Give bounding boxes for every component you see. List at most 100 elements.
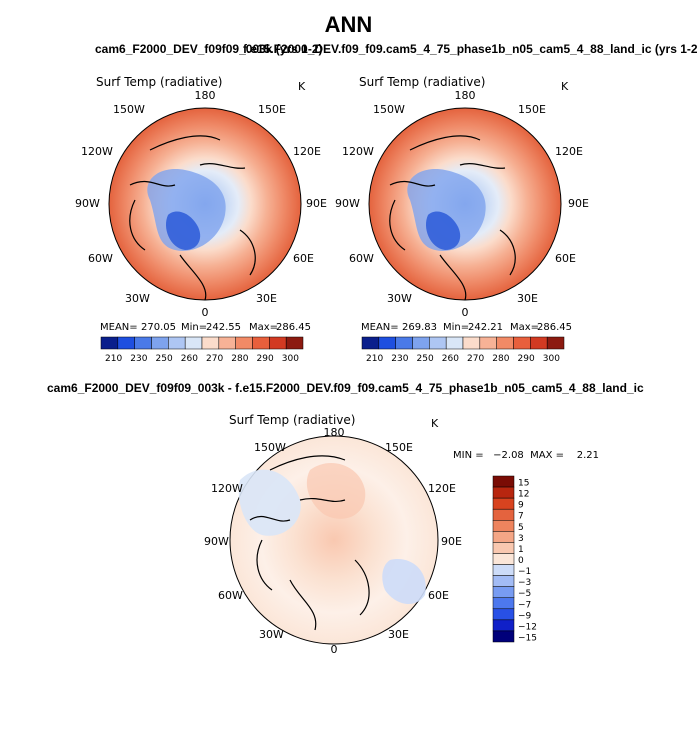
right-colorbar-swatch (378, 336, 396, 350)
left-lon-label-60e: 60E (293, 252, 314, 265)
right-mean-value: 269.83 (402, 322, 437, 333)
season-title: ANN (324, 12, 373, 37)
right-variable-label: Surf Temp (radiative) (359, 75, 485, 89)
diff-colorbar-tick-label: −5 (518, 589, 531, 599)
left-colorbar-swatch (201, 336, 220, 350)
diff-cold-region-siberia (382, 559, 426, 605)
left-units-label: K (298, 80, 306, 93)
right-map-panel: Surf Temp (radiative) K 180 150E 120E 90… (335, 75, 589, 364)
left-colorbar-swatch (285, 336, 304, 350)
left-colorbar-tick-label: 260 (181, 354, 198, 364)
left-colorbar-swatch (151, 336, 169, 350)
right-colorbar-swatch (546, 336, 565, 350)
left-lon-label-90w: 90W (75, 197, 100, 210)
diff-colorbar-swatch (492, 630, 515, 643)
right-min-label: Min= (443, 322, 469, 333)
right-max-value: 286.45 (537, 322, 572, 333)
left-map-panel: Surf Temp (radiative) K 180 150E 120E 90… (75, 75, 327, 364)
left-greenland-core (165, 211, 201, 250)
diff-colorbar-swatch (492, 475, 515, 488)
diff-lon-label-120e: 120E (428, 482, 456, 495)
diff-colorbar-tick-label: 0 (518, 556, 524, 566)
diff-lon-label-60e: 60E (428, 589, 449, 602)
diff-lon-label-30w: 30W (259, 628, 284, 641)
right-colorbar-tick-label: 210 (366, 354, 383, 364)
right-lon-label-90w: 90W (335, 197, 360, 210)
right-lon-label-60w: 60W (349, 252, 374, 265)
left-colorbar-tick-label: 290 (257, 354, 274, 364)
diff-colorbar-swatch (492, 531, 515, 543)
right-colorbar-tick-label: 290 (518, 354, 535, 364)
diff-longitude-labels: 180 150E 120E 90E 60E 30E 0 30W 60W 90W … (204, 426, 462, 656)
diff-colorbar-tick-label: 3 (518, 534, 524, 544)
right-units-label: K (561, 80, 569, 93)
right-greenland-core (425, 211, 461, 250)
left-lon-label-120w: 120W (81, 145, 113, 158)
diff-variable-label: Surf Temp (radiative) (229, 413, 355, 427)
left-colorbar-swatch (100, 336, 119, 350)
diff-colorbar-swatch (492, 497, 515, 510)
left-stats: MEAN= 270.05 Min= 242.55 Max= 286.45 (100, 322, 311, 333)
right-colorbar-tick-label: 280 (492, 354, 509, 364)
left-colorbar: 210 230 250 260 270 280 290 300 (100, 336, 304, 364)
right-min-value: 242.21 (468, 322, 503, 333)
right-colorbar-tick-label: 260 (442, 354, 459, 364)
left-lon-label-150w: 150W (113, 103, 145, 116)
left-lon-label-0: 0 (202, 306, 209, 319)
left-max-value: 286.45 (276, 322, 311, 333)
right-lon-label-30e: 30E (517, 292, 538, 305)
diff-colorbar-tick-label: −9 (518, 611, 532, 621)
diff-colorbar-tick-label: −7 (518, 600, 531, 610)
right-case-title: f.e15.F2000_DEV.f09_f09.cam5_4_75_phase1… (243, 42, 697, 56)
left-mean-label: MEAN= (100, 322, 138, 333)
left-colorbar-tick-label: 300 (282, 354, 299, 364)
left-lon-label-30e: 30E (256, 292, 277, 305)
right-colorbar-tick-label: 230 (391, 354, 408, 364)
diff-lon-label-90w: 90W (204, 535, 229, 548)
diff-colorbar-tick-label: 9 (518, 501, 524, 511)
left-colorbar-swatch (269, 336, 287, 350)
left-colorbar-tick-label: 250 (156, 354, 173, 364)
diff-lon-label-120w: 120W (211, 482, 243, 495)
left-lon-label-150e: 150E (258, 103, 286, 116)
diff-colorbar-swatch (492, 520, 515, 532)
left-longitude-labels: 180 150E 120E 90E 60E 30E 0 30W 60W 90W … (75, 89, 327, 319)
right-lon-label-120e: 120E (555, 145, 583, 158)
diff-colorbar-tick-label: −15 (518, 633, 537, 643)
right-colorbar-swatch (361, 336, 380, 350)
right-lon-label-30w: 30W (387, 292, 412, 305)
right-lon-label-150w: 150W (373, 103, 405, 116)
right-lon-label-0: 0 (462, 306, 469, 319)
right-colorbar-tick-label: 250 (417, 354, 434, 364)
difference-title: cam6_F2000_DEV_f09f09_003k - f.e15.F2000… (47, 381, 644, 395)
diff-colorbar-tick-label: 5 (518, 523, 524, 533)
left-colorbar-swatch (235, 336, 253, 350)
left-colorbar-swatch (134, 336, 152, 350)
diff-lon-label-150e: 150E (385, 441, 413, 454)
left-lon-label-120e: 120E (293, 145, 321, 158)
diff-colorbar-swatch (492, 586, 515, 598)
left-case-title: cam6_F2000_DEV_f09f09_003k (yrs 1-2) (95, 42, 323, 56)
left-colorbar-swatch (117, 336, 135, 350)
left-lon-label-60w: 60W (88, 252, 113, 265)
diff-lon-label-0: 0 (331, 643, 338, 656)
right-colorbar-swatch (429, 336, 447, 350)
diff-colorbar-tick-label: 7 (518, 512, 524, 522)
diff-colorbar-swatch (492, 553, 515, 565)
diff-colorbar-swatch (492, 619, 515, 632)
diff-colorbar-tick-label: 1 (518, 545, 524, 555)
right-lon-label-150e: 150E (518, 103, 546, 116)
left-colorbar-swatch (252, 336, 270, 350)
right-colorbar: 210 230 250 260 270 280 290 300 (361, 336, 565, 364)
right-colorbar-swatch (412, 336, 430, 350)
diff-lon-label-90e: 90E (441, 535, 462, 548)
diff-warm-region-arctic (306, 462, 366, 519)
diff-cold-region-canada (238, 469, 301, 536)
diff-colorbar-tick-label: −12 (518, 622, 537, 632)
left-min-value: 242.55 (206, 322, 241, 333)
left-colorbar-swatch (218, 336, 236, 350)
left-colorbar-tick-label: 270 (206, 354, 223, 364)
left-colorbar-tick-label: 230 (130, 354, 147, 364)
right-colorbar-tick-label: 300 (543, 354, 560, 364)
